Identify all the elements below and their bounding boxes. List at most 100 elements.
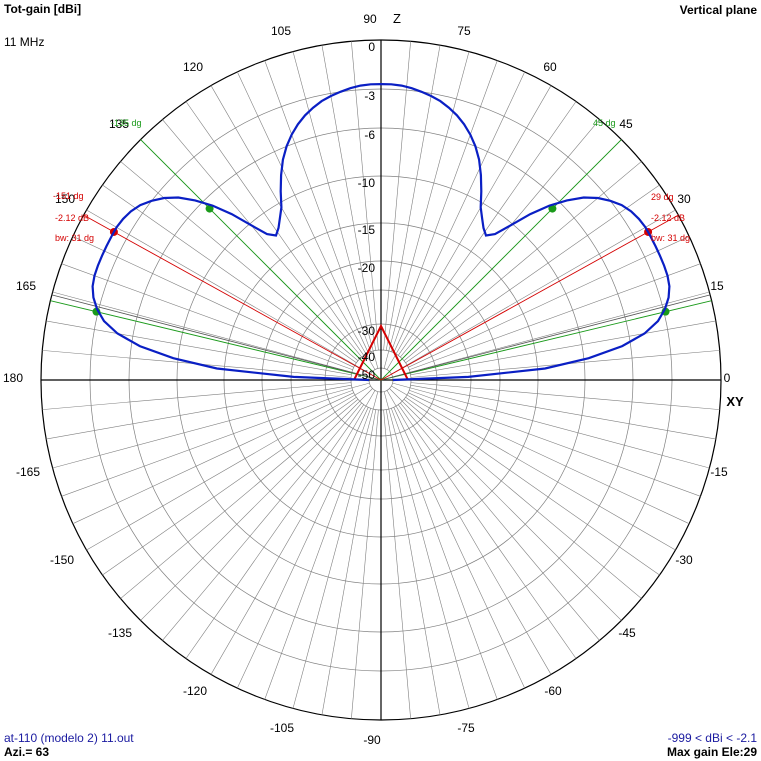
angle-tick-label: -90 <box>363 733 381 747</box>
grey-beamwidth-line <box>380 294 711 381</box>
grid-spoke <box>390 60 498 352</box>
left-green-angle-label: -135 dg <box>111 118 142 128</box>
green-marker-135 <box>205 204 214 213</box>
grid-spoke <box>383 51 470 369</box>
gain-ring-label: -20 <box>358 261 376 275</box>
grid-spoke <box>390 408 498 700</box>
angle-tick-label: -120 <box>183 684 207 698</box>
grid-spoke <box>46 320 352 376</box>
gain-ring-label: -3 <box>364 89 375 103</box>
green-direction-line <box>380 139 622 381</box>
grid-spoke <box>46 384 352 440</box>
angle-tick-label: 0 <box>724 371 731 385</box>
angle-tick-label: 15 <box>710 279 724 293</box>
grid-spoke <box>400 119 600 358</box>
left-beamwidth-label: bw: 31 dg <box>55 233 94 243</box>
grid-spoke <box>237 407 369 689</box>
gain-ring-label: -50 <box>358 368 376 382</box>
angle-tick-label: -135 <box>108 626 132 640</box>
right-peak-gain-label: -2.12 dB <box>651 213 685 223</box>
angle-tick-label: 165 <box>16 279 36 293</box>
grid-spoke <box>410 320 716 376</box>
grid-spoke <box>409 263 701 371</box>
max-gain-label: Max gain Ele:29 <box>666 745 757 759</box>
grid-spoke <box>397 404 577 659</box>
grid-spoke <box>120 399 359 599</box>
grid-spoke <box>237 71 369 353</box>
green-beamwidth-line <box>50 300 382 381</box>
grid-spoke <box>140 388 373 621</box>
angle-tick-label: -45 <box>618 626 636 640</box>
angle-tick-label: 30 <box>677 192 691 206</box>
grid-spoke <box>210 85 376 370</box>
grid-spoke <box>385 409 441 715</box>
grid-spoke <box>386 390 552 675</box>
grid-spoke <box>393 71 525 353</box>
angle-tick-label: 180 <box>3 371 23 385</box>
grid-spoke <box>120 161 359 361</box>
angle-tick-label: -60 <box>544 684 562 698</box>
angle-tick-label: 45 <box>619 117 633 131</box>
grid-spoke <box>86 385 371 551</box>
grid-spoke <box>210 390 376 675</box>
grid-spoke <box>61 389 353 497</box>
grid-spoke <box>403 161 642 361</box>
grid-spoke <box>264 408 372 700</box>
gain-ring-label: -40 <box>358 350 376 364</box>
grid-spoke <box>405 396 660 576</box>
grid-spoke <box>392 382 710 469</box>
grid-spoke <box>321 409 377 715</box>
gain-ring-label: -10 <box>358 176 376 190</box>
grid-spoke <box>52 382 370 469</box>
red-peak-line <box>380 214 679 381</box>
grid-spoke <box>392 291 710 378</box>
plane-label: Vertical plane <box>679 3 757 17</box>
radiation-pattern <box>91 82 671 382</box>
grid-spoke <box>292 391 379 709</box>
angle-tick-label: -30 <box>675 553 693 567</box>
grid-spoke <box>391 385 676 551</box>
green-marker-45 <box>548 204 557 213</box>
grid-spoke <box>403 399 642 599</box>
left-peak-gain-label: -2.12 dB <box>55 213 89 223</box>
grid-spoke <box>292 51 379 369</box>
grid-spoke <box>351 41 379 351</box>
azimuth-label: Azi.= 63 <box>4 745 50 759</box>
grid-spoke <box>410 382 720 410</box>
grid-spoke <box>391 209 676 375</box>
gain-ring-label: -30 <box>358 324 376 338</box>
angle-tick-label: 150 <box>55 192 75 206</box>
grid-spoke <box>102 184 357 364</box>
grid-spoke <box>409 389 701 497</box>
frequency-label: 11 MHz <box>4 35 45 49</box>
pattern-curve <box>91 82 671 382</box>
xy-axis-label: XY <box>726 394 744 409</box>
grid-spoke <box>383 391 470 709</box>
angle-tick-label: 135 <box>109 117 129 131</box>
gain-ring-label: 0 <box>368 40 375 54</box>
grid-spoke <box>408 392 690 524</box>
chart-title: Tot-gain [dBi] <box>4 2 82 16</box>
grid-spoke <box>400 402 600 641</box>
angle-tick-label: -105 <box>270 721 294 735</box>
red-triangle <box>353 323 409 381</box>
gain-range-label: -999 < dBi < -2.1 <box>667 731 757 745</box>
angle-tick-label: -15 <box>710 465 728 479</box>
grid-spoke <box>185 404 365 659</box>
polar-labels: 0153045607590105120135150165180-165-150-… <box>3 11 744 747</box>
grid-spoke <box>61 263 353 371</box>
grid-spoke <box>42 382 352 410</box>
grid-spoke <box>383 41 411 351</box>
grid-spoke <box>72 392 354 524</box>
left-peak-angle-label: -151 dg <box>53 191 84 201</box>
right-beamwidth-label: bw: 31 dg <box>651 233 690 243</box>
grid-spoke <box>86 209 371 375</box>
green-beamwidth-line <box>380 300 712 381</box>
grid-spoke <box>389 388 622 621</box>
grid-spoke <box>393 407 525 689</box>
grid-spoke <box>72 236 354 368</box>
angle-tick-label: -75 <box>457 721 475 735</box>
angle-tick-label: 120 <box>183 60 203 74</box>
angle-tick-label: 60 <box>543 60 557 74</box>
right-peak-angle-label: 29 dg <box>651 192 674 202</box>
